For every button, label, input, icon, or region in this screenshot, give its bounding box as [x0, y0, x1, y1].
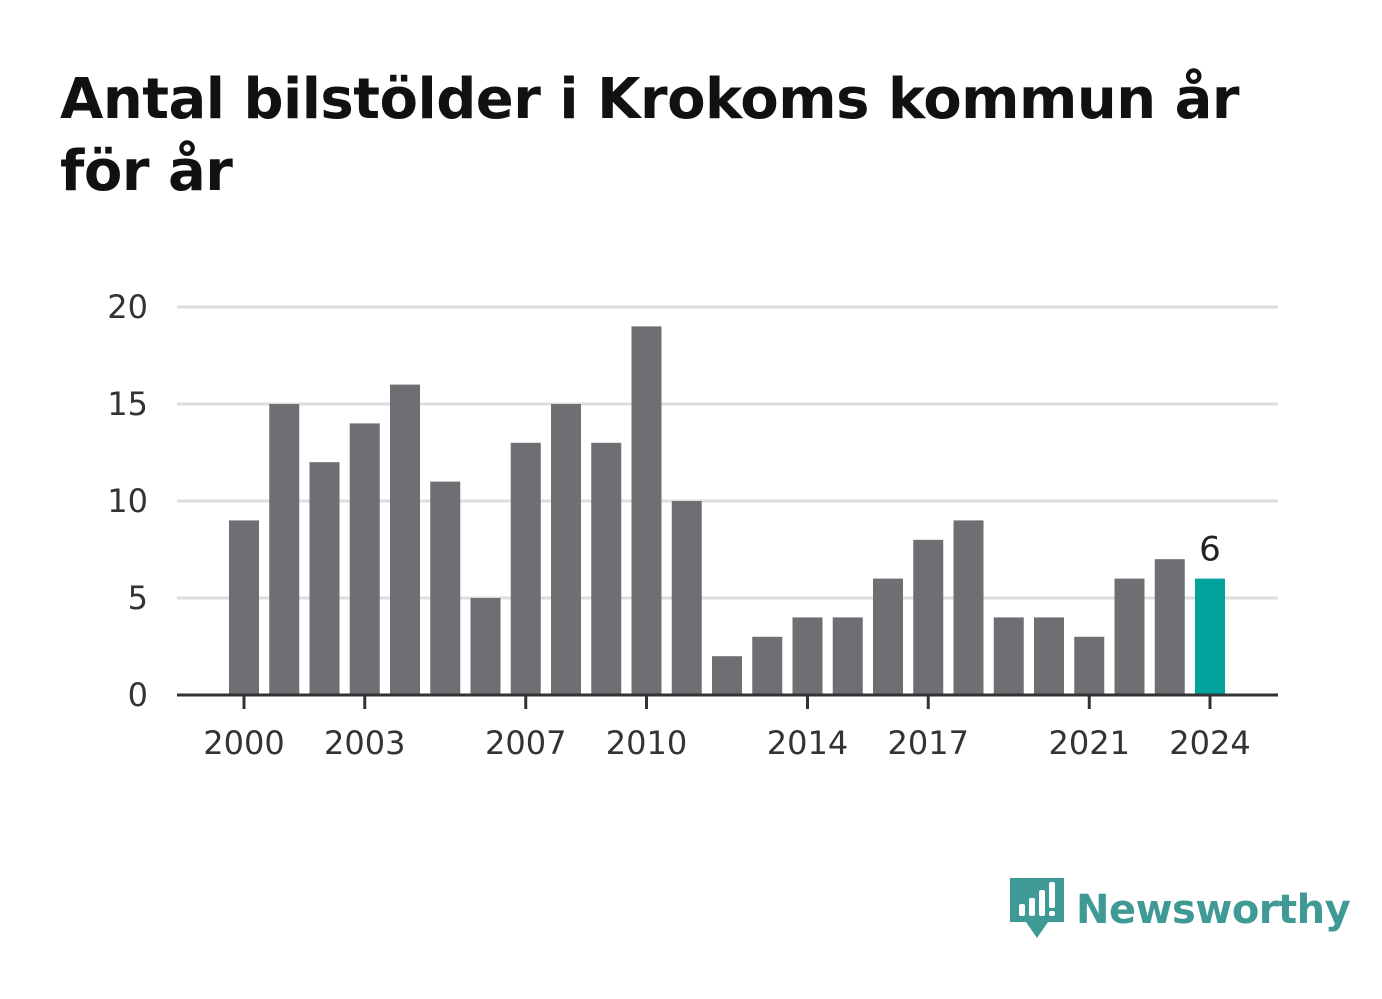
- bar-2003: [349, 423, 380, 695]
- bar-2009: [591, 442, 622, 695]
- y-tick-label-15: 15: [107, 385, 148, 423]
- gridlines: [177, 305, 1278, 600]
- x-axis-labels: 2000 2003 2007 2010 2014 2017 2021 2024: [203, 724, 1250, 762]
- bar-2012: [712, 656, 742, 695]
- bar-2019: [993, 617, 1024, 695]
- bar-2001: [269, 404, 300, 695]
- newsworthy-logo-icon: [1010, 878, 1064, 938]
- x-tick-label-2021: 2021: [1049, 724, 1130, 762]
- x-axis-ticks: [177, 693, 1278, 709]
- x-tick-label-2024: 2024: [1169, 724, 1250, 762]
- bar-2005: [430, 481, 461, 695]
- bar-2021: [1074, 636, 1105, 695]
- brand-logo: Newsworthy: [1010, 878, 1351, 942]
- data-label-2024: 6: [1199, 530, 1221, 570]
- bar-2023: [1154, 559, 1185, 695]
- bar-2008: [551, 404, 581, 695]
- bar-2002: [309, 462, 340, 695]
- bars: [229, 326, 1225, 695]
- bar-2018: [953, 520, 984, 695]
- x-tick-label-2010: 2010: [606, 724, 687, 762]
- bar-2007: [510, 442, 541, 695]
- x-tick-label-2000: 2000: [203, 724, 284, 762]
- bar-2004: [390, 384, 420, 695]
- bar-2024: [1195, 578, 1225, 695]
- bar-2022: [1114, 578, 1145, 695]
- y-tick-label-10: 10: [107, 482, 148, 520]
- bar-2020: [1034, 617, 1064, 695]
- y-axis-labels: 0 5 10 15 20: [107, 288, 148, 714]
- y-tick-label-0: 0: [128, 676, 148, 714]
- x-tick-label-2017: 2017: [888, 724, 969, 762]
- y-tick-label-20: 20: [107, 288, 148, 326]
- x-tick-label-2014: 2014: [767, 724, 848, 762]
- bar-2016: [873, 578, 903, 695]
- bar-2015: [832, 617, 863, 695]
- data-labels: 6: [1199, 530, 1221, 570]
- bar-2010: [631, 326, 662, 695]
- bar-2014: [792, 617, 823, 695]
- x-tick-label-2007: 2007: [485, 724, 566, 762]
- bar-2013: [752, 636, 783, 695]
- brand-name: Newsworthy: [1076, 887, 1351, 933]
- bar-2017: [913, 539, 944, 695]
- chart-title: Antal bilstölder i Krokoms kommun år för…: [60, 67, 1240, 204]
- bar-2006: [470, 598, 501, 695]
- bar-2000: [229, 520, 259, 695]
- x-tick-label-2003: 2003: [324, 724, 405, 762]
- y-tick-label-5: 5: [128, 579, 148, 617]
- bar-2011: [671, 501, 702, 695]
